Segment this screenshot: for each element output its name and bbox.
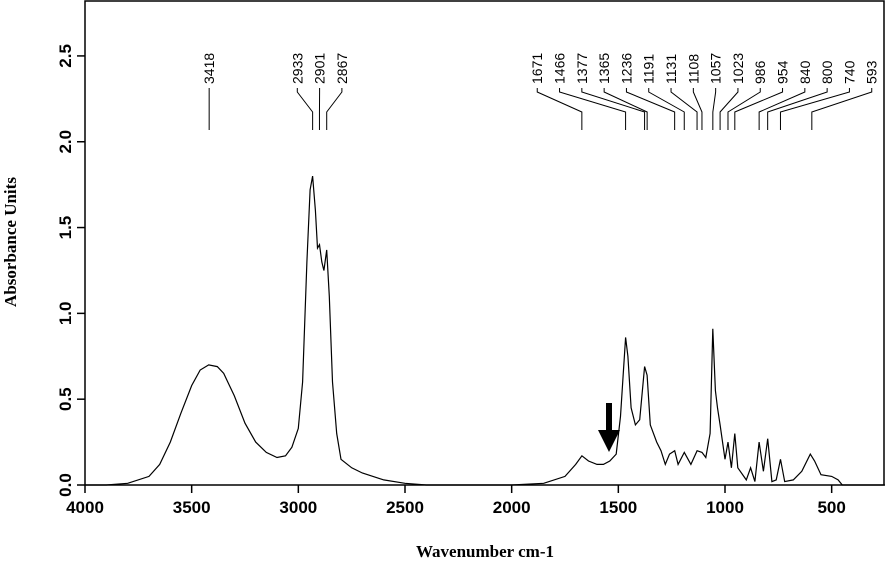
y-tick-label: 2.5: [56, 44, 75, 68]
y-tick-label: 2.0: [56, 130, 75, 154]
y-tick-label: 1.0: [56, 302, 75, 326]
y-tick-label: 1.5: [56, 216, 75, 240]
peak-leader: [727, 88, 761, 130]
peak-leader: [625, 88, 676, 130]
spectrum-line: [85, 175, 885, 486]
x-axis-label: Wavenumber cm-1: [416, 542, 554, 561]
peak-label: 1671: [529, 53, 545, 84]
peak-label: 1377: [574, 53, 590, 84]
y-tick-label: 0.0: [56, 473, 75, 497]
peak-leader: [767, 88, 828, 130]
peak-leader: [603, 88, 648, 130]
x-tick-label: 500: [817, 498, 845, 517]
x-tick-label: 1000: [706, 498, 744, 517]
peak-leader: [581, 88, 646, 130]
peak-label: 1023: [730, 53, 746, 84]
x-tick-label: 2500: [386, 498, 424, 517]
peak-leader: [719, 88, 739, 130]
x-tick-label: 4000: [66, 498, 104, 517]
x-tick-label: 3000: [279, 498, 317, 517]
peak-label: 2867: [334, 53, 350, 84]
peak-label: 1191: [641, 54, 657, 84]
peak-label: 986: [752, 60, 768, 84]
peak-leader: [734, 88, 784, 130]
peak-leader: [670, 88, 698, 130]
peak-leader: [692, 88, 703, 130]
peak-leader: [559, 88, 627, 130]
y-axis-label: Absorbance Units: [1, 177, 20, 307]
peak-label: 800: [819, 60, 835, 84]
y-tick-label: 0.5: [56, 387, 75, 411]
peak-leader: [648, 88, 685, 130]
peak-leader: [296, 88, 314, 130]
peak-label: 954: [775, 60, 791, 84]
x-tick-label: 2000: [493, 498, 531, 517]
peak-label: 593: [864, 60, 880, 84]
x-tick-label: 3500: [173, 498, 211, 517]
peak-label: 1365: [596, 53, 612, 84]
peak-label: 2933: [289, 53, 305, 84]
peak-leader: [712, 88, 717, 130]
peak-label: 1131: [663, 54, 679, 84]
peak-leader: [811, 88, 873, 130]
peak-label: 3418: [201, 53, 217, 84]
arrow: [598, 403, 620, 452]
peak-label: 840: [797, 60, 813, 84]
peak-label: 1466: [552, 53, 568, 84]
peak-label: 2901: [312, 53, 328, 84]
peak-label: 740: [841, 60, 857, 84]
peak-leader: [758, 88, 806, 130]
peak-label: 1236: [618, 53, 634, 84]
x-tick-label: 1500: [599, 498, 637, 517]
peak-leader: [326, 88, 343, 130]
peak-label: 1108: [685, 54, 701, 84]
peak-leader: [779, 88, 850, 130]
peak-label: 1057: [708, 53, 724, 84]
peak-leader: [536, 88, 583, 130]
